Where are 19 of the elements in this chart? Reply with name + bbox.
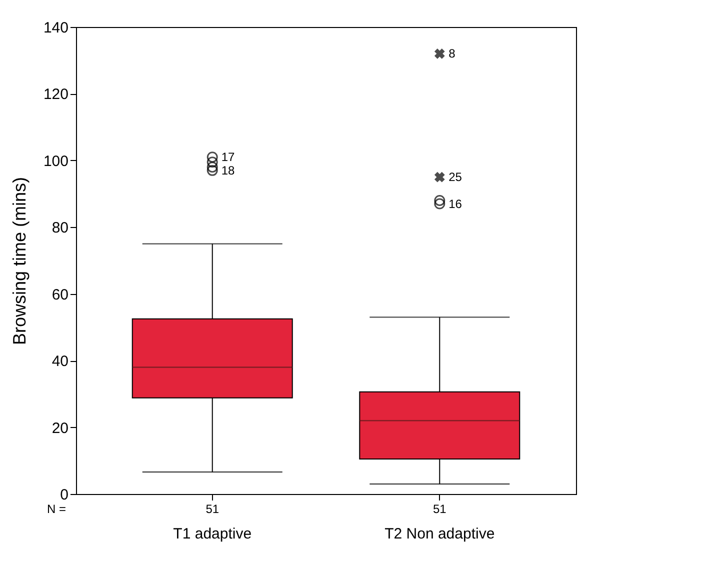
- annotation: 18: [221, 163, 236, 178]
- x-tick-label: T2 Non adaptive: [384, 526, 495, 542]
- y-tick-label: 40: [52, 353, 68, 370]
- y-tick-label: 140: [43, 20, 68, 36]
- text: 51: [206, 502, 220, 516]
- y-tick-label: 80: [52, 220, 68, 237]
- annotation: 25: [448, 170, 462, 184]
- annotation: 17: [221, 150, 236, 164]
- y-tick-label: 120: [43, 86, 68, 104]
- y-tick-label: 0: [60, 486, 68, 504]
- y-tick-label: 100: [43, 152, 68, 170]
- text: 51: [432, 502, 447, 516]
- y-tick-label: 60: [52, 286, 68, 304]
- x-tick-label: T1 adaptive: [173, 526, 252, 542]
- annotation: 8: [448, 46, 456, 61]
- text: N =: [46, 502, 66, 516]
- y-tick-label: 20: [52, 420, 68, 437]
- y-axis-title: Browsing time (mins): [9, 176, 30, 346]
- annotation: 16: [448, 196, 462, 211]
